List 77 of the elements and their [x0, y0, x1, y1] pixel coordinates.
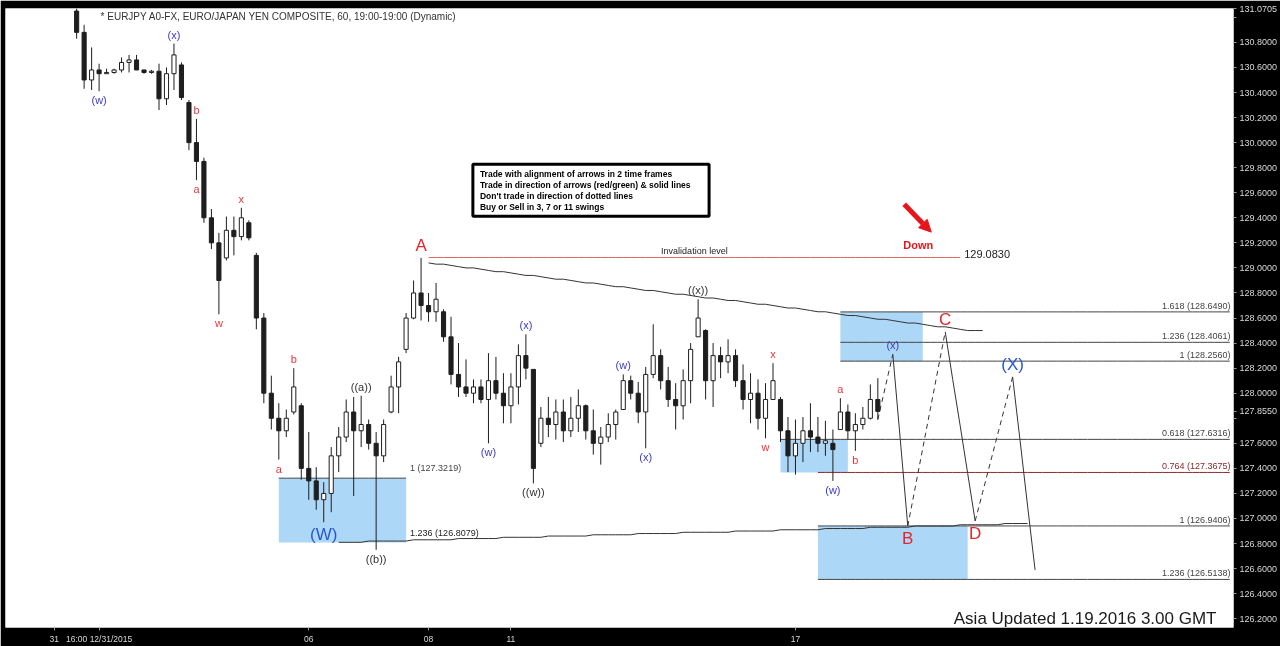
series-label: 1.618 (128.6490) — [1161, 300, 1231, 311]
series-label: 1.236 (128.4061) — [1161, 331, 1231, 342]
x-tick-label: 11 — [506, 633, 516, 644]
series-label: 0.618 (127.6316) — [1161, 428, 1231, 439]
annotation: ((x)) — [688, 284, 709, 297]
y-tick-label: 128.2000 — [1239, 363, 1278, 374]
y-tick-label: 126.2000 — [1239, 613, 1278, 624]
annotation: Invalidation level — [661, 245, 728, 256]
annotation: (x) — [167, 28, 181, 41]
y-tick-label: 128.0000 — [1239, 388, 1278, 399]
annotation: Don't trade in direction of dotted lines — [479, 190, 634, 201]
chart-title: * EURJPY A0-FX, EURO/JAPAN YEN COMPOSITE, 60, 19:00-19:00 (Dynamic) — [100, 10, 456, 22]
annotation: (x) — [886, 339, 900, 352]
annotation: x — [238, 192, 245, 205]
series-label: 1 (127.3219) — [410, 463, 462, 474]
series-label: 1 (128.2560) — [1179, 350, 1231, 361]
annotation: b — [852, 453, 859, 466]
x-tick-label: 06 — [304, 633, 314, 644]
y-tick-label: 127.6000 — [1239, 438, 1278, 449]
y-tick-label: 126.6000 — [1239, 563, 1278, 574]
annotation: Down — [903, 239, 934, 252]
annotation: B — [902, 529, 914, 549]
annotation: (x) — [519, 319, 533, 332]
x-tick-label: 08 — [423, 633, 434, 644]
annotation: w — [760, 441, 770, 454]
x-tick-label: 16:00 12/31/2015 — [66, 633, 133, 644]
annotation: C — [939, 309, 952, 329]
series-label: 1.236 (126.5138) — [1161, 568, 1231, 579]
annotation: a — [193, 183, 201, 196]
y-tick-label: 129.2000 — [1239, 237, 1278, 248]
y-tick-label: 127.2000 — [1239, 488, 1278, 499]
y-tick-label: 128.8000 — [1239, 287, 1278, 298]
annotation: 1.236 (126.8079) — [410, 527, 479, 538]
annotation: A — [415, 235, 428, 255]
y-tick-label: 130.6000 — [1239, 62, 1278, 73]
y-tick-label: 130.4000 — [1239, 87, 1278, 98]
annotation: (X) — [1001, 354, 1024, 374]
y-tick-label: 127.8550 — [1239, 406, 1278, 417]
annotation: b — [193, 103, 200, 116]
y-tick-label: 126.8000 — [1239, 538, 1278, 549]
y-tick-label: 129.6000 — [1239, 187, 1278, 198]
series-label: 0.764 (127.3675) — [1161, 461, 1231, 472]
annotation: ((w)) — [522, 486, 545, 499]
annotation: (W) — [310, 525, 338, 545]
annotation: a — [275, 462, 283, 475]
annotation: ((a)) — [350, 380, 372, 393]
y-tick-label: 128.6000 — [1239, 313, 1278, 324]
y-tick-label: 130.8000 — [1239, 37, 1278, 48]
data-label: 129.0830 — [964, 247, 1011, 260]
annotation: b — [290, 353, 297, 366]
y-tick-label: 128.4000 — [1239, 338, 1278, 349]
annotation: (w) — [615, 359, 631, 372]
x-tick-label: 31 — [49, 633, 60, 644]
annotation: Buy or Sell in 3, 7 or 11 swings — [479, 201, 605, 212]
annotation: ((b)) — [365, 552, 387, 565]
y-tick-label: 131.0705 — [1239, 3, 1278, 14]
x-tick-label: 17 — [790, 633, 801, 644]
y-tick-label: 126.4000 — [1239, 588, 1278, 599]
annotation: x — [770, 348, 777, 361]
annotation: (w) — [825, 483, 841, 496]
y-tick-label: 127.4000 — [1239, 463, 1278, 474]
y-tick-label: 130.2000 — [1239, 112, 1278, 123]
annotation: D — [969, 524, 982, 543]
y-tick-label: 129.4000 — [1239, 212, 1278, 223]
annotation: w — [213, 317, 223, 330]
y-tick-label: 130.0000 — [1239, 137, 1278, 148]
annotation: (x) — [639, 451, 653, 464]
y-tick-label: 129.8000 — [1239, 162, 1278, 173]
annotation: a — [837, 383, 845, 396]
annotation: Trade with alignment of arrows in 2 time frames — [479, 169, 673, 180]
annotation: Asia Updated 1.19.2016 3.00 GMT — [953, 609, 1217, 629]
annotation: Trade in direction of arrows (red/green) & solid lines — [479, 180, 691, 191]
y-tick-label: 129.0000 — [1239, 262, 1278, 273]
y-tick-label: 127.0000 — [1239, 513, 1278, 524]
annotation: (w) — [480, 446, 497, 459]
series-label: 1 (126.9406) — [1179, 514, 1231, 525]
annotation: (w) — [91, 94, 107, 107]
